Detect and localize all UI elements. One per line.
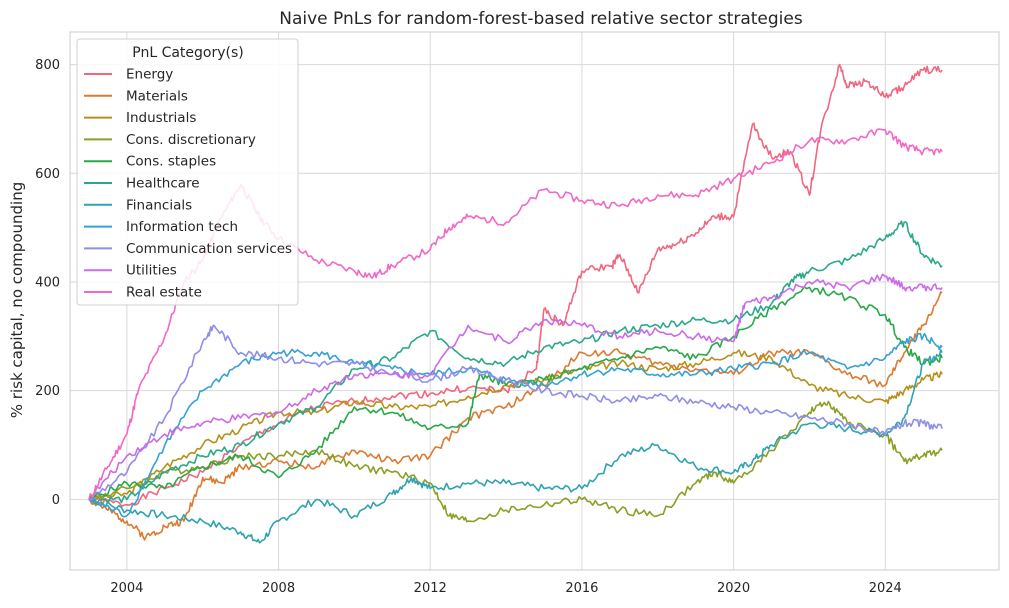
legend-label: Real estate: [126, 285, 202, 301]
y-axis-label: % risk capital, no compounding: [8, 182, 26, 418]
legend-label: Industrials: [126, 110, 196, 126]
x-tick-label: 2016: [565, 581, 598, 596]
series-line-communication-services: [89, 324, 943, 501]
x-tick-label: 2024: [869, 581, 902, 596]
y-tick-label: 800: [35, 58, 60, 73]
x-tick-label: 2008: [262, 581, 295, 596]
series-line-cons-staples: [88, 286, 943, 500]
y-tick-label: 600: [35, 167, 60, 182]
chart-title: Naive PnLs for random-forest-based relat…: [279, 9, 803, 29]
legend-label: Communication services: [126, 241, 292, 257]
x-tick-label: 2020: [717, 581, 750, 596]
legend-label: Cons. discretionary: [126, 132, 256, 148]
legend-label: Materials: [126, 88, 188, 104]
y-tick-label: 0: [52, 493, 60, 508]
legend-label: Utilities: [126, 263, 177, 279]
legend: PnL Category(s) Energy Materials Industria…: [76, 38, 299, 306]
series-line-cons-discretionary: [88, 400, 943, 523]
x-tick-label: 2004: [110, 581, 143, 596]
legend-box: [76, 38, 299, 306]
legend-label: Energy: [126, 67, 173, 83]
y-tick-label: 200: [35, 384, 60, 399]
series-line-utilities: [88, 273, 943, 501]
x-axis-ticks: 2004 2008 2012 2016 2020 2024: [110, 581, 901, 596]
legend-label: Cons. staples: [126, 154, 216, 170]
series-line-materials: [88, 291, 943, 541]
legend-label: Information tech: [126, 219, 238, 235]
legend-label: Financials: [126, 197, 192, 213]
legend-label: Healthcare: [126, 176, 200, 192]
plot-area-frame: [69, 31, 1000, 571]
legend-title: PnL Category(s): [132, 45, 244, 61]
series-line-healthcare: [88, 220, 943, 504]
series-layer: [88, 63, 943, 544]
series-line-industrials: [88, 349, 943, 502]
x-tick-label: 2012: [414, 581, 447, 596]
y-tick-label: 400: [35, 275, 60, 290]
series-line-information-tech: [88, 332, 943, 518]
y-axis-ticks: 0 200 400 600 800: [35, 58, 60, 508]
